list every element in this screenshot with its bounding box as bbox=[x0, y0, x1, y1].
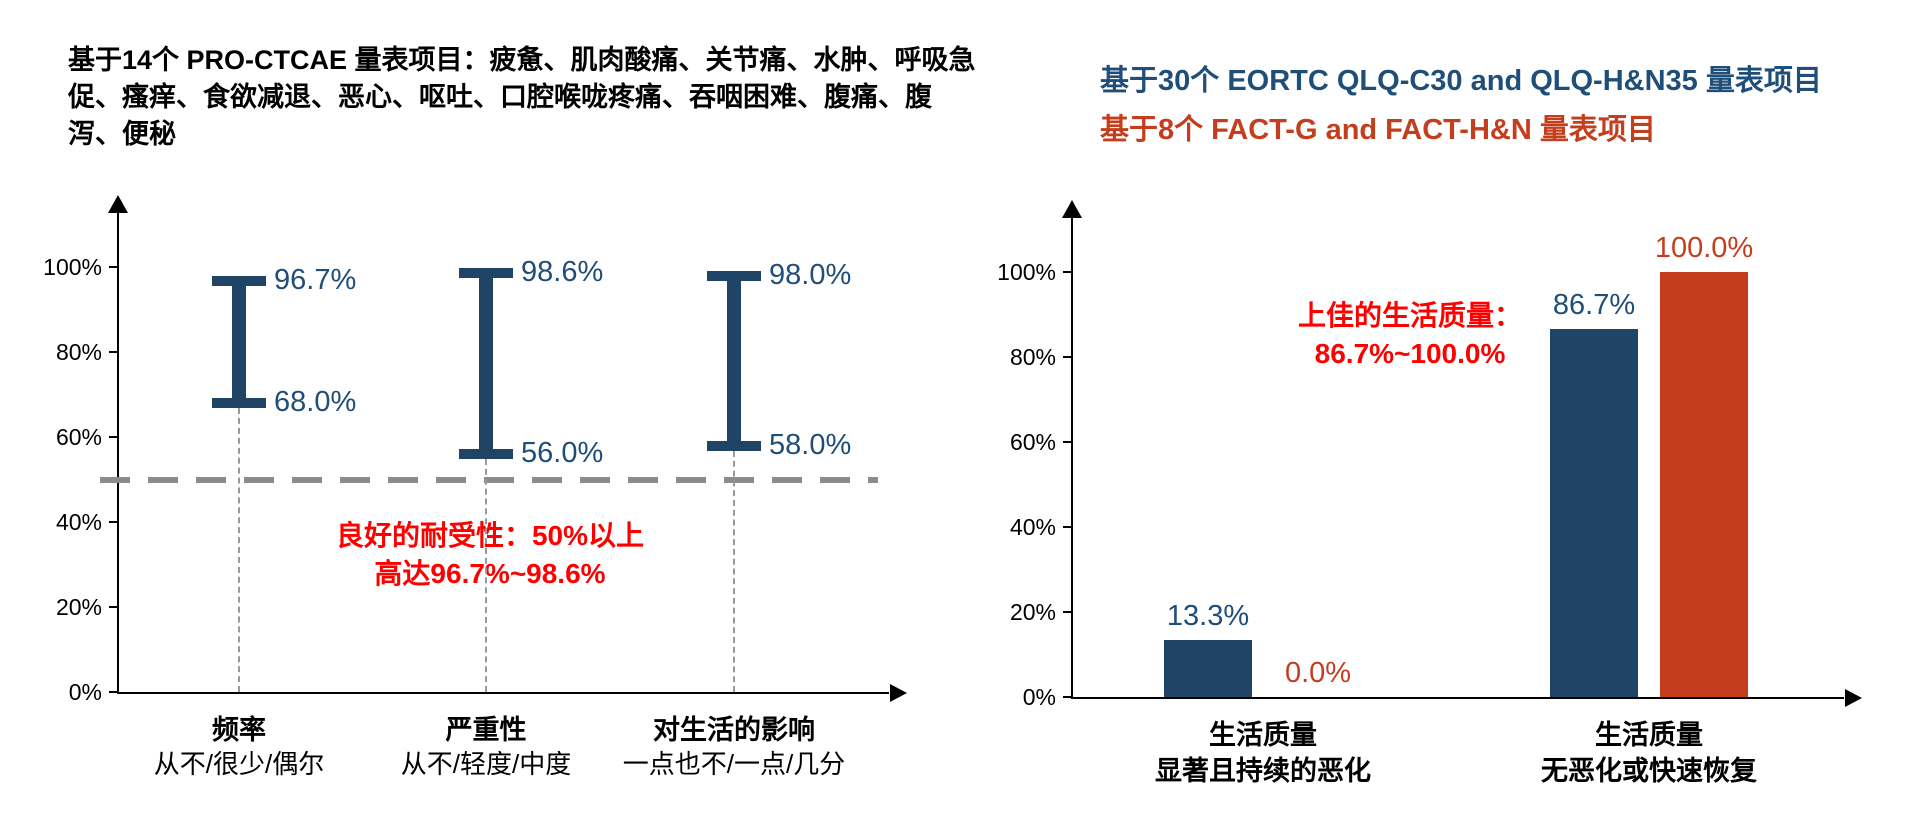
y-tick bbox=[109, 351, 117, 353]
category-sublabel: 显著且持续的恶化 bbox=[1155, 756, 1371, 786]
y-tick bbox=[1063, 441, 1071, 443]
left-panel-title: 基于14个 PRO-CTCAE 量表项目：疲惫、肌肉酸痛、关节痛、水肿、呼吸急促… bbox=[68, 45, 976, 149]
y-tick bbox=[109, 266, 117, 268]
right-annotation-line2: 86.7%~100.0% bbox=[1314, 338, 1506, 369]
y-axis-arrow-icon bbox=[108, 195, 128, 213]
bar-blue bbox=[1164, 640, 1252, 697]
range-bar-cap-top bbox=[212, 276, 266, 287]
y-tick-label: 20% bbox=[55, 594, 102, 620]
y-tick bbox=[109, 691, 117, 693]
range-bar-cap-bottom bbox=[459, 449, 513, 459]
y-tick-label: 100% bbox=[43, 254, 102, 280]
y-tick-label: 0% bbox=[68, 679, 102, 705]
category-dropline bbox=[733, 450, 735, 692]
category-dropline bbox=[238, 408, 240, 692]
x-axis-arrow-icon bbox=[1845, 689, 1862, 707]
bar-value-label: 86.7% bbox=[1552, 288, 1636, 321]
range-bar-cap-bottom bbox=[707, 440, 761, 451]
category-label: 频率 bbox=[212, 715, 266, 745]
right-annotation: 上佳的生活质量： 86.7%~100.0% bbox=[1200, 297, 1620, 373]
x-axis-arrow-icon bbox=[890, 684, 907, 702]
y-tick-label: 60% bbox=[55, 424, 102, 450]
x-axis bbox=[117, 692, 889, 694]
range-low-label: 58.0% bbox=[769, 428, 852, 461]
y-tick bbox=[1063, 271, 1071, 273]
range-high-label: 98.0% bbox=[769, 258, 852, 291]
left-panel: 基于14个 PRO-CTCAE 量表项目：疲惫、肌肉酸痛、关节痛、水肿、呼吸急促… bbox=[0, 0, 976, 830]
bar-red bbox=[1660, 272, 1748, 697]
y-tick-label: 40% bbox=[55, 509, 102, 535]
range-bar-cap-top bbox=[707, 270, 761, 281]
y-tick-label: 80% bbox=[55, 339, 102, 365]
category-sublabel: 从不/很少/偶尔 bbox=[153, 749, 325, 779]
y-tick-label: 60% bbox=[1009, 429, 1056, 455]
left-annotation-line1: 良好的耐受性：50%以上 bbox=[335, 520, 645, 551]
category-label: 生活质量 bbox=[1209, 720, 1317, 750]
y-tick-label: 0% bbox=[1022, 684, 1056, 710]
bar-value-label: 13.3% bbox=[1166, 600, 1250, 633]
range-high-label: 96.7% bbox=[274, 264, 357, 297]
y-tick-label: 40% bbox=[1009, 514, 1056, 540]
y-tick bbox=[109, 606, 117, 608]
range-bar-stem bbox=[479, 272, 493, 454]
left-annotation-line2: 高达96.7%~98.6% bbox=[374, 558, 606, 589]
right-panel: 基于30个 EORTC QLQ-C30 and QLQ-H&N35 量表项目 基… bbox=[950, 0, 1908, 830]
category-sublabel: 无恶化或快速恢复 bbox=[1541, 756, 1757, 786]
x-axis bbox=[1071, 697, 1844, 699]
category-sublabel: 一点也不/一点/几分 bbox=[622, 749, 846, 779]
y-tick-label: 80% bbox=[1009, 344, 1056, 370]
y-tick bbox=[1063, 526, 1071, 528]
category-label: 对生活的影响 bbox=[653, 715, 815, 745]
range-high-label: 98.6% bbox=[521, 255, 604, 288]
category-sublabel: 从不/轻度/中度 bbox=[400, 749, 572, 779]
y-axis-arrow-icon bbox=[1062, 200, 1082, 218]
bar-value-label: 0.0% bbox=[1284, 657, 1352, 689]
bar-value-label: 100.0% bbox=[1654, 232, 1754, 264]
category-label: 严重性 bbox=[445, 715, 527, 745]
range-bar-stem bbox=[727, 275, 741, 446]
y-tick bbox=[1063, 696, 1071, 698]
right-panel-title-line1: 基于30个 EORTC QLQ-C30 and QLQ-H&N35 量表项目 bbox=[1100, 65, 1822, 97]
y-tick-label: 20% bbox=[1009, 599, 1056, 625]
y-axis bbox=[117, 212, 119, 694]
range-bar-cap-bottom bbox=[212, 398, 266, 408]
left-annotation: 良好的耐受性：50%以上 高达96.7%~98.6% bbox=[180, 517, 800, 593]
y-tick bbox=[1063, 611, 1071, 613]
range-low-label: 56.0% bbox=[521, 437, 604, 469]
category-dropline bbox=[485, 459, 487, 692]
reference-line-50pct bbox=[100, 476, 878, 483]
y-tick bbox=[1063, 356, 1071, 358]
right-annotation-line1: 上佳的生活质量： bbox=[1297, 300, 1522, 331]
range-bar-cap-top bbox=[459, 267, 513, 278]
range-low-label: 68.0% bbox=[274, 386, 357, 418]
right-panel-title-line2: 基于8个 FACT-G and FACT-H&N 量表项目 bbox=[1100, 114, 1656, 146]
y-tick bbox=[109, 436, 117, 438]
bar-blue bbox=[1550, 328, 1638, 697]
range-bar-stem bbox=[232, 281, 246, 403]
category-label: 生活质量 bbox=[1595, 720, 1703, 750]
y-tick-label: 100% bbox=[997, 259, 1056, 285]
y-tick bbox=[109, 521, 117, 523]
y-axis bbox=[1071, 217, 1073, 699]
